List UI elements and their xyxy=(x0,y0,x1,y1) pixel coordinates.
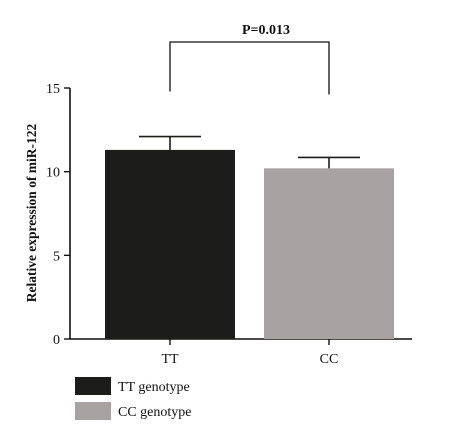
y-tick-label: 0 xyxy=(53,333,60,348)
bar-tt xyxy=(105,149,235,339)
legend-swatch-tt xyxy=(75,377,111,395)
significance-label: P=0.013 xyxy=(242,23,290,38)
bar-cc xyxy=(264,168,394,339)
x-tick-label: TT xyxy=(161,352,179,367)
y-ticks: 0 5 10 15 xyxy=(46,82,70,348)
y-axis-label: Relative expression of miR-122 xyxy=(24,123,39,302)
y-tick-label: 10 xyxy=(46,166,60,181)
error-bars xyxy=(139,135,360,169)
legend-swatch-cc xyxy=(75,402,111,420)
significance-bracket xyxy=(169,41,330,95)
legend: TT genotype CC genotype xyxy=(75,377,192,420)
y-tick-label: 15 xyxy=(46,82,60,97)
x-ticks: TT CC xyxy=(161,339,338,367)
legend-label-tt: TT genotype xyxy=(118,380,190,395)
bars xyxy=(105,149,394,339)
legend-label-cc: CC genotype xyxy=(118,405,192,420)
y-tick-label: 5 xyxy=(53,249,60,264)
x-tick-label: CC xyxy=(320,352,339,367)
